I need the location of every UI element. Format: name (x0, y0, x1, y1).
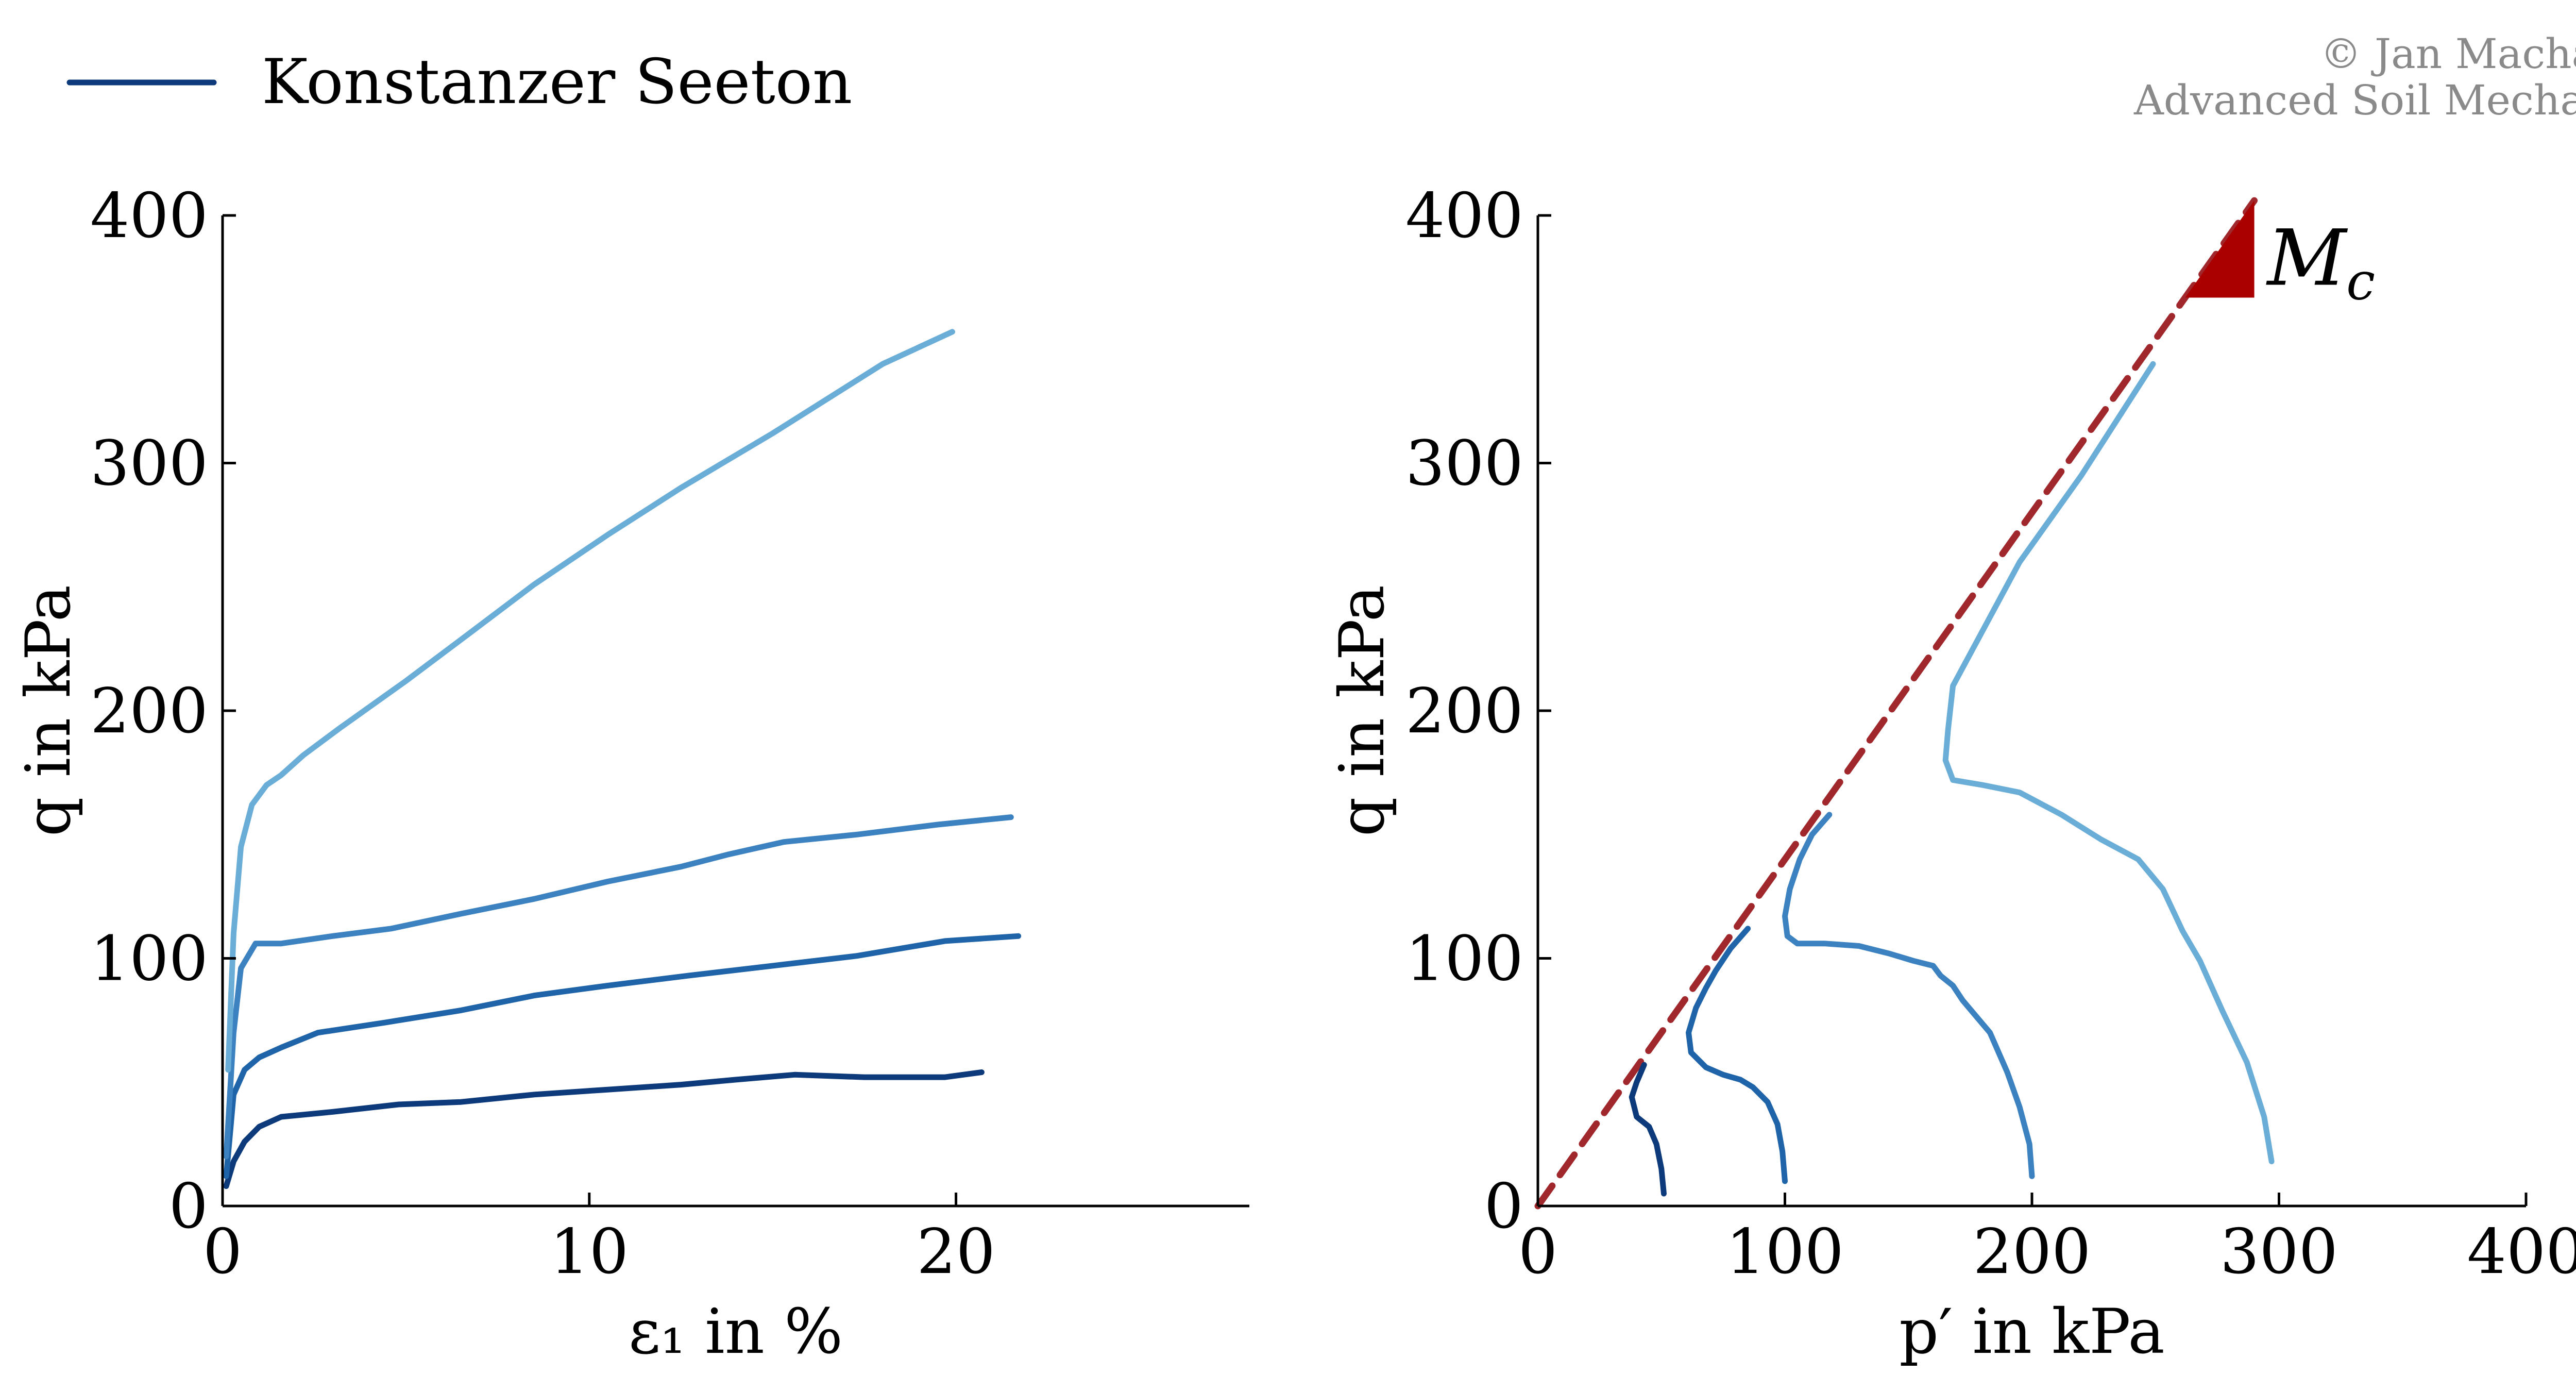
x-tick-label: 300 (2220, 1216, 2338, 1288)
y-tick-label: 100 (1405, 924, 1523, 995)
series-line-1 (1629, 1062, 1667, 1197)
x-axis-label: ε₁ in % (629, 1296, 843, 1368)
series-line-4 (1942, 361, 2275, 1164)
y-tick-label: 300 (1405, 428, 1523, 500)
series-line-3 (1782, 812, 2035, 1179)
y-tick-label: 400 (90, 180, 208, 252)
x-tick-label: 200 (1973, 1216, 2091, 1288)
y-tick-label: 300 (90, 428, 208, 500)
chart-stress-path: Mc 0 100 200 300 400 0 100 200 300 400 p′ in kPa… (1327, 180, 2576, 1368)
credit-author: © Jan Machaček (2320, 30, 2576, 78)
series-group (1629, 361, 2275, 1197)
y-tick-label: 400 (1405, 180, 1523, 252)
series-group (223, 329, 1022, 1189)
legend-label: Konstanzer Seeton (262, 46, 852, 118)
legend: Konstanzer Seeton (66, 46, 852, 118)
y-tick-label: 200 (1405, 676, 1523, 747)
y-axis-label: q in kPa (13, 585, 84, 836)
y-ticks: 0 100 200 300 400 (1405, 180, 1551, 1243)
critical-state-line-group: Mc (1534, 197, 2376, 1210)
slope-triangle (2185, 200, 2255, 298)
x-axis-label: p′ in kPa (1899, 1296, 2165, 1368)
series-line-4 (225, 329, 955, 1073)
x-tick-label: 0 (203, 1216, 242, 1288)
credit-course: Advanced Soil Mechanics (2133, 76, 2576, 124)
x-ticks: 0 100 200 300 400 (1518, 1193, 2576, 1288)
x-tick-label: 400 (2467, 1216, 2576, 1288)
y-tick-label: 0 (169, 1171, 208, 1243)
x-tick-label: 0 (1518, 1216, 1557, 1288)
y-ticks: 0 100 200 300 400 (90, 180, 236, 1243)
slope-label: Mc (2266, 214, 2376, 312)
series-line-2 (223, 933, 1022, 1179)
y-tick-label: 0 (1484, 1171, 1523, 1243)
x-tick-label: 100 (1726, 1216, 1844, 1288)
x-tick-label: 20 (917, 1216, 995, 1288)
series-line-2 (1686, 926, 1788, 1184)
y-tick-label: 200 (90, 676, 208, 747)
y-tick-label: 100 (90, 924, 208, 995)
x-tick-label: 10 (550, 1216, 629, 1288)
critical-state-line (1534, 197, 2258, 1210)
series-line-3 (223, 814, 1014, 1160)
y-axis-label: q in kPa (1327, 585, 1398, 836)
x-ticks: 0 10 20 (203, 1193, 995, 1288)
chart-strain-deviator: 0 10 20 0 100 200 300 400 ε₁ in % q in kPa (13, 180, 1249, 1368)
series-line-1 (223, 1069, 985, 1189)
credit: © Jan Machaček Advanced Soil Mechanics (2133, 30, 2576, 124)
